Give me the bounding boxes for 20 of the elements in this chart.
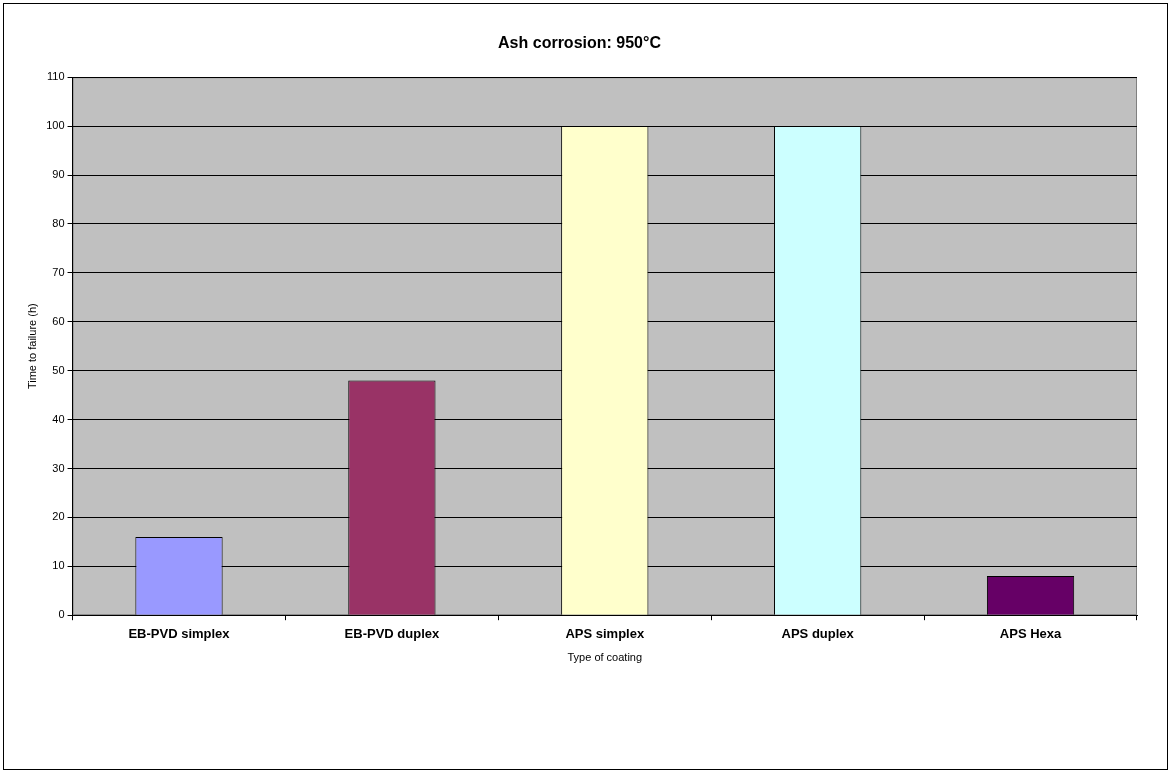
y-tick-label: 60 (52, 314, 65, 327)
y-tick-label: 10 (52, 559, 65, 572)
y-axis-title: Time to failure (h) (25, 303, 38, 390)
x-axis-title: Type of coating (567, 651, 643, 664)
y-tick-label: 0 (58, 608, 65, 621)
y-tick-label: 20 (52, 510, 65, 523)
y-tick-label: 50 (52, 363, 65, 376)
x-tick-label: EB-PVD simplex (128, 625, 231, 641)
x-tick-label: APS simplex (565, 625, 645, 641)
x-tick-label: APS duplex (781, 625, 855, 641)
y-tick-label: 80 (52, 216, 65, 229)
x-tick-label: EB-PVD duplex (344, 625, 440, 641)
y-tick-label: 100 (46, 119, 65, 132)
y-tick-label: 40 (52, 412, 65, 425)
y-tick-label: 70 (52, 265, 65, 278)
chart-title: Ash corrosion: 950°C (498, 34, 662, 52)
y-tick-label: 30 (52, 461, 65, 474)
y-tick-label: 90 (52, 168, 65, 181)
y-tick-label: 110 (47, 70, 65, 83)
x-tick-label: APS Hexa (999, 625, 1063, 641)
